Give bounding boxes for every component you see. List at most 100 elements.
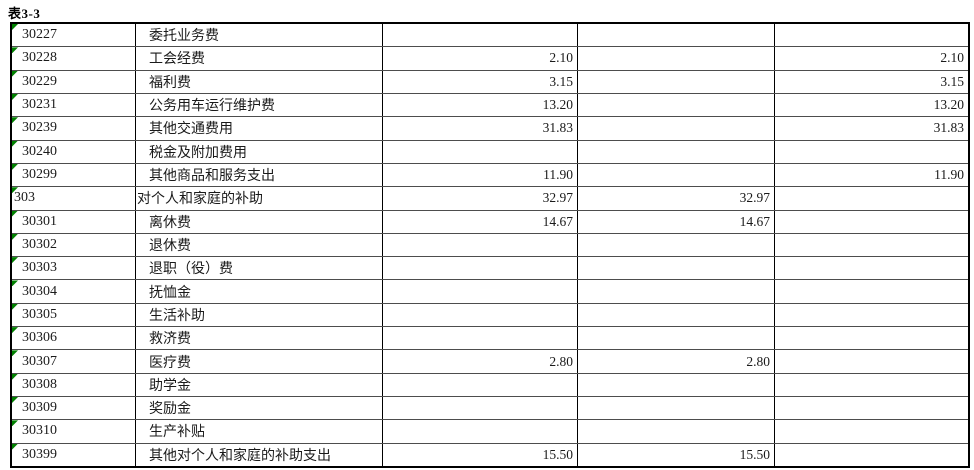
cell-value-1[interactable]	[383, 327, 578, 350]
cell-value-2[interactable]	[578, 140, 775, 163]
item-name-text: 奖励金	[149, 402, 191, 418]
cell-value-1[interactable]	[383, 280, 578, 303]
cell-value-3[interactable]	[775, 304, 968, 326]
cell-value-3[interactable]	[775, 444, 968, 466]
cell-value-3[interactable]	[775, 141, 968, 163]
table-row: 30240 税金及附加费用	[12, 140, 968, 164]
cell-value-3[interactable]	[775, 350, 968, 372]
cell-code[interactable]: 30240	[12, 140, 136, 163]
cell-value-3[interactable]: 2.10	[775, 47, 968, 69]
cell-value-3[interactable]	[775, 187, 968, 209]
cell-code[interactable]: 30302	[12, 233, 136, 257]
cell-value-2[interactable]	[578, 373, 775, 396]
cell-value-1[interactable]	[383, 140, 578, 163]
cell-value-2[interactable]	[578, 257, 775, 280]
cell-code[interactable]: 30228	[12, 47, 136, 70]
cell-value-2[interactable]	[578, 303, 775, 327]
cell-value-1[interactable]: 2.10	[383, 47, 578, 70]
cell-value-3[interactable]	[775, 374, 968, 396]
cell-code[interactable]: 30305	[12, 303, 136, 327]
cell-value-1[interactable]	[383, 420, 578, 443]
cell-value-2[interactable]: 32.97	[578, 187, 775, 210]
cell-code[interactable]: 30299	[12, 163, 136, 187]
cell-item-name[interactable]: 公务用车运行维护费	[136, 93, 383, 117]
cell-value-1[interactable]: 31.83	[383, 117, 578, 140]
cell-code[interactable]: 303	[12, 187, 136, 210]
cell-value-3[interactable]: 13.20	[775, 94, 968, 116]
cell-value-1[interactable]: 2.80	[383, 350, 578, 373]
cell-value-1[interactable]: 3.15	[383, 70, 578, 93]
cell-value-2[interactable]	[578, 233, 775, 257]
cell-value-2[interactable]	[578, 93, 775, 117]
cell-value-2[interactable]	[578, 47, 775, 70]
cell-value-3[interactable]	[775, 234, 968, 256]
cell-value-1[interactable]: 14.67	[383, 210, 578, 233]
cell-value-3[interactable]	[775, 257, 968, 279]
cell-code[interactable]: 30231	[12, 93, 136, 117]
cell-value-1[interactable]	[383, 303, 578, 327]
cell-value-2[interactable]	[578, 70, 775, 93]
cell-code[interactable]: 30307	[12, 350, 136, 373]
cell-item-name[interactable]: 生产补贴	[136, 420, 383, 443]
cell-code[interactable]: 30304	[12, 280, 136, 303]
cell-item-name[interactable]: 抚恤金	[136, 280, 383, 303]
cell-value-2[interactable]	[578, 163, 775, 187]
cell-item-name[interactable]: 其他交通费用	[136, 117, 383, 140]
cell-value-1[interactable]	[383, 24, 578, 47]
cell-value-3[interactable]: 31.83	[775, 117, 968, 139]
cell-item-name[interactable]: 其他对个人和家庭的补助支出	[136, 443, 383, 466]
cell-value-1[interactable]: 11.90	[383, 163, 578, 187]
error-indicator-icon	[12, 303, 18, 310]
cell-value-1[interactable]	[383, 233, 578, 257]
cell-item-name[interactable]: 税金及附加费用	[136, 140, 383, 163]
cell-value-2[interactable]	[578, 117, 775, 140]
cell-value-2[interactable]	[578, 327, 775, 350]
cell-value-2[interactable]	[578, 420, 775, 443]
cell-value-3[interactable]	[775, 327, 968, 349]
cell-item-name[interactable]: 生活补助	[136, 303, 383, 327]
cell-value-2[interactable]: 15.50	[578, 443, 775, 466]
cell-value-2[interactable]	[578, 24, 775, 47]
cell-value-3[interactable]	[775, 211, 968, 233]
cell-code[interactable]: 30301	[12, 210, 136, 233]
cell-item-name[interactable]: 委托业务费	[136, 24, 383, 47]
cell-value-2[interactable]: 14.67	[578, 210, 775, 233]
cell-value-1[interactable]: 13.20	[383, 93, 578, 117]
cell-item-name[interactable]: 退休费	[136, 233, 383, 257]
cell-code[interactable]: 30308	[12, 373, 136, 396]
cell-item-name[interactable]: 离休费	[136, 210, 383, 233]
cell-code[interactable]: 30310	[12, 420, 136, 443]
cell-item-name[interactable]: 助学金	[136, 373, 383, 396]
cell-value-2[interactable]	[578, 280, 775, 303]
cell-item-name[interactable]: 其他商品和服务支出	[136, 163, 383, 187]
cell-value-2[interactable]: 2.80	[578, 350, 775, 373]
error-indicator-icon	[12, 420, 18, 427]
cell-item-name[interactable]: 医疗费	[136, 350, 383, 373]
cell-code[interactable]: 30306	[12, 327, 136, 350]
value-2-text: 2.80	[746, 353, 770, 369]
cell-code[interactable]: 30229	[12, 70, 136, 93]
cell-item-name[interactable]: 救济费	[136, 327, 383, 350]
cell-value-3[interactable]: 11.90	[775, 164, 968, 186]
cell-item-name[interactable]: 退职（役）费	[136, 257, 383, 280]
cell-value-2[interactable]	[578, 397, 775, 420]
cell-value-1[interactable]	[383, 257, 578, 280]
cell-item-name[interactable]: 对个人和家庭的补助	[136, 187, 383, 210]
cell-value-3[interactable]	[775, 24, 968, 46]
cell-item-name[interactable]: 福利费	[136, 70, 383, 93]
cell-code[interactable]: 30303	[12, 257, 136, 280]
cell-value-1[interactable]: 32.97	[383, 187, 578, 210]
cell-value-3[interactable]	[775, 280, 968, 302]
cell-value-1[interactable]	[383, 373, 578, 396]
cell-code[interactable]: 30239	[12, 117, 136, 140]
cell-code[interactable]: 30309	[12, 397, 136, 420]
cell-value-1[interactable]: 15.50	[383, 443, 578, 466]
cell-value-3[interactable]: 3.15	[775, 71, 968, 93]
cell-code[interactable]: 30399	[12, 443, 136, 466]
cell-value-3[interactable]	[775, 397, 968, 419]
cell-item-name[interactable]: 奖励金	[136, 397, 383, 420]
cell-code[interactable]: 30227	[12, 24, 136, 47]
cell-item-name[interactable]: 工会经费	[136, 47, 383, 70]
cell-value-1[interactable]	[383, 397, 578, 420]
cell-value-3[interactable]	[775, 420, 968, 442]
